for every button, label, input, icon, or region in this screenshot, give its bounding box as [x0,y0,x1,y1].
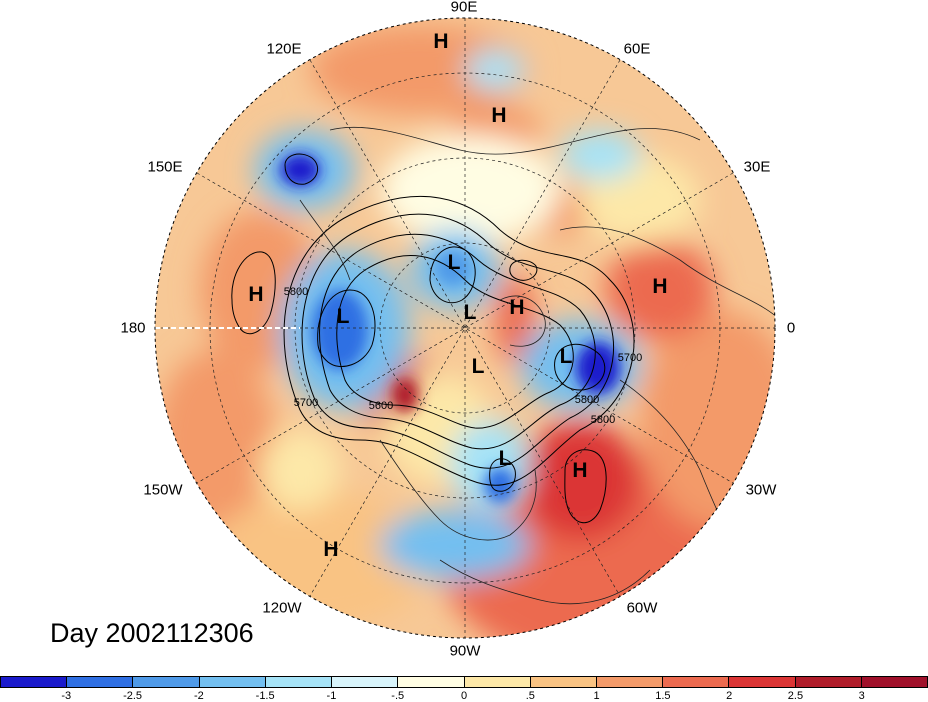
lon-label-90e: 90E [450,0,478,16]
lon-label-90w: 90W [449,642,481,660]
colorbar-tick-label: 2 [726,690,733,702]
colorbar-tick-label: 3 [858,690,865,702]
colorbar-swatch [663,677,730,687]
contour-label: 5800 [574,394,600,406]
lon-label-60e: 60E [623,40,651,58]
high-pressure-marker: H [433,30,449,53]
high-pressure-marker: H [491,104,507,127]
colorbar [0,676,928,688]
colorbar-swatch [199,677,266,687]
low-pressure-marker: L [447,251,461,274]
colorbar-swatch [133,677,200,687]
low-pressure-marker: L [463,301,477,324]
lon-label-180: 180 [120,319,146,337]
contour-label: 5700 [617,352,643,364]
colorbar-swatch [530,677,597,687]
day-title: Day 2002112306 [50,618,254,648]
lon-label-150e: 150E [147,158,183,176]
high-pressure-marker: H [652,275,668,298]
colorbar-tick-label: -.5 [391,690,405,702]
low-pressure-marker: L [471,355,485,378]
colorbar-swatch [729,677,796,687]
colorbar-swatch [861,677,928,687]
colorbar-tick-label: -2 [193,690,204,702]
lon-label-150w: 150W [143,481,183,499]
high-pressure-marker: H [248,283,264,306]
lon-label-30w: 30W [745,481,777,499]
colorbar-tick-label: 1.5 [655,690,671,702]
lon-label-120e: 120E [266,40,302,58]
colorbar-swatch [265,677,333,687]
lon-label-0: 0 [786,319,796,337]
contour-label: 5700 [293,397,319,409]
colorbar-swatch [464,677,531,687]
colorbar-tick-label: 1 [593,690,600,702]
lon-label-60w: 60W [626,599,658,617]
contour-label: 5800 [283,286,309,298]
colorbar-tick-label: 0 [460,690,468,702]
contour-label: 5600 [368,400,394,412]
colorbar-tick-label: -3 [61,690,72,702]
graticule [155,18,775,638]
colorbar-swatch [67,677,134,687]
lon-label-120w: 120W [262,599,302,617]
lon-label-30e: 30E [743,158,771,176]
coastlines [299,126,775,605]
colorbar-tick-label: -1 [326,690,337,702]
contour-label: 5800 [590,414,616,426]
colorbar-tick-label: -2.5 [123,690,143,702]
colorbar-swatch [332,677,399,687]
colorbar-swatch [596,677,664,687]
anomaly-cores [280,154,620,503]
low-pressure-marker: L [498,447,512,470]
colorbar-swatch [795,677,862,687]
anomaly-field [155,25,775,638]
high-pressure-marker: H [323,538,339,561]
low-pressure-marker: L [559,345,573,368]
colorbar-swatch [398,677,465,687]
colorbar-tick-label: .5 [525,690,535,702]
high-pressure-marker: H [572,459,588,482]
colorbar-tick-label: -1.5 [255,690,275,702]
colorbar-tick-label: 2.5 [787,690,804,702]
colorbar-swatch [1,677,68,687]
map-boundary [154,17,776,639]
high-pressure-marker: H [509,296,525,319]
low-pressure-marker: L [336,305,350,328]
